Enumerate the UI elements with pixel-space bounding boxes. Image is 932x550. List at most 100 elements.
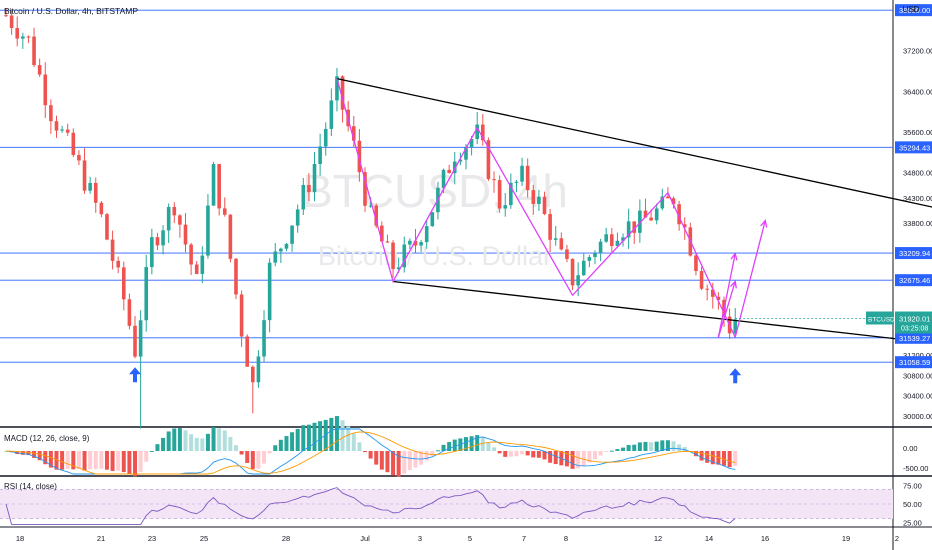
candle-body — [301, 184, 306, 210]
macd-histogram-bar — [396, 451, 401, 477]
macd-histogram-bar — [514, 451, 519, 457]
candle-body — [447, 169, 451, 174]
price-tick-label: 33800.00 — [903, 219, 932, 228]
price-tick-label: 31200.00 — [903, 351, 932, 360]
candle-body — [509, 182, 513, 206]
candle-body — [222, 208, 227, 215]
candle-body — [542, 196, 547, 215]
macd-histogram-bar — [65, 451, 70, 469]
candle-body — [632, 221, 637, 233]
candle-body — [604, 234, 609, 242]
macd-histogram-bar — [363, 451, 367, 453]
candle-body — [49, 105, 53, 122]
candle-body — [4, 15, 8, 17]
candle-body — [413, 240, 418, 246]
candle-body — [194, 264, 199, 274]
candle-body — [228, 214, 233, 259]
macd-histogram-bar — [295, 428, 300, 451]
candle-body — [699, 271, 704, 289]
candle-body — [206, 205, 210, 256]
macd-histogram-bar — [525, 451, 530, 456]
price-tick-label: 34800.00 — [903, 168, 932, 177]
time-tick-label: 3 — [418, 534, 422, 543]
level-price-label: 33209.94 — [899, 249, 930, 258]
projection-arrow-line — [717, 281, 736, 338]
candle-body — [121, 267, 126, 300]
current-symbol-tag — [866, 311, 894, 325]
watermark: BTCUSD, 4h Bitcoin / U.S. Dollar — [302, 165, 568, 271]
macd-histogram-bar — [116, 451, 121, 471]
candle-body — [335, 76, 339, 101]
candles — [4, 7, 738, 429]
candle-body — [660, 196, 665, 209]
candle-body — [402, 244, 407, 268]
macd-histogram-bar — [334, 416, 339, 451]
candle-body — [396, 267, 401, 270]
candle-body — [458, 159, 463, 162]
level-price-label: 31539.27 — [899, 334, 930, 343]
time-tick-label: 28 — [282, 534, 290, 543]
rsi-line — [5, 487, 736, 525]
candle-body — [357, 140, 362, 173]
candle-body — [312, 164, 317, 193]
candle-body — [598, 241, 603, 254]
macd-histogram-bar — [391, 451, 396, 476]
candle-body — [385, 241, 390, 243]
candle-body — [161, 230, 165, 246]
macd-histogram-bar — [48, 451, 53, 468]
candle-body — [99, 202, 104, 215]
candle-body — [329, 100, 334, 129]
price-axis[interactable]: 37200.00 36400.00 35600.00 34800.00 34300.00… — [735, 4, 932, 421]
candle-body — [666, 196, 670, 199]
candle-body — [363, 172, 367, 206]
macd-histogram-bar — [357, 442, 362, 451]
candle-body — [155, 237, 160, 246]
pane-labels: Bitcoin / U.S. Dollar, 4h, BITSTAMP MACD… — [4, 5, 920, 491]
macd-label: MACD (12, 26, close, 9) — [4, 434, 90, 443]
macd-histogram-bar — [76, 451, 81, 469]
candle-body — [452, 161, 457, 174]
candle-body — [374, 205, 379, 226]
time-tick-label: 12 — [654, 534, 662, 543]
time-axis[interactable]: 18 21 23 25 28 Jul 3 5 7 8 12 14 16 19 2 — [16, 534, 899, 543]
macd-histogram-bar — [598, 451, 603, 456]
macd-histogram-bar — [211, 427, 216, 451]
candle-body — [531, 190, 536, 204]
macd-histogram-bar — [407, 451, 412, 471]
macd-histogram-bar — [435, 450, 440, 452]
macd-histogram-bar — [217, 428, 222, 451]
candle-body — [615, 240, 620, 246]
time-tick-label: 7 — [522, 534, 526, 543]
candle-body — [480, 124, 485, 141]
macd-histogram-bar — [492, 447, 497, 451]
macd-histogram-bar — [475, 435, 480, 451]
macd-histogram-bar — [121, 451, 126, 473]
macd-histogram-bar — [37, 451, 42, 461]
macd-histogram-bar — [368, 451, 373, 459]
macd-histogram-bar — [290, 432, 295, 451]
macd-histogram-bar — [542, 451, 547, 460]
candle-body — [273, 251, 278, 263]
rsi-tick-label: 75.00 — [903, 482, 922, 491]
candle-body — [150, 237, 154, 268]
macd-histogram-bar — [682, 447, 687, 451]
candle-body — [733, 319, 738, 334]
macd-histogram-bar — [452, 439, 457, 451]
macd-histogram-bar — [615, 449, 620, 451]
macd-histogram-bar — [32, 451, 37, 458]
projection-arrow-head — [730, 252, 738, 261]
macd-histogram-bar — [194, 437, 199, 451]
price-tick-label: 37200.00 — [903, 47, 932, 56]
level-price-label: 32675.46 — [899, 276, 930, 285]
candle-body — [93, 182, 98, 203]
projection-arrow-head — [730, 280, 737, 289]
candle-body — [570, 258, 575, 286]
macd-histogram-bar — [531, 451, 536, 458]
candle-body — [587, 257, 592, 261]
level-price-tag — [895, 247, 932, 260]
level-price-label: 38000.00 — [899, 6, 930, 15]
candle-body — [21, 36, 25, 39]
macd-histogram-bar — [273, 445, 278, 451]
